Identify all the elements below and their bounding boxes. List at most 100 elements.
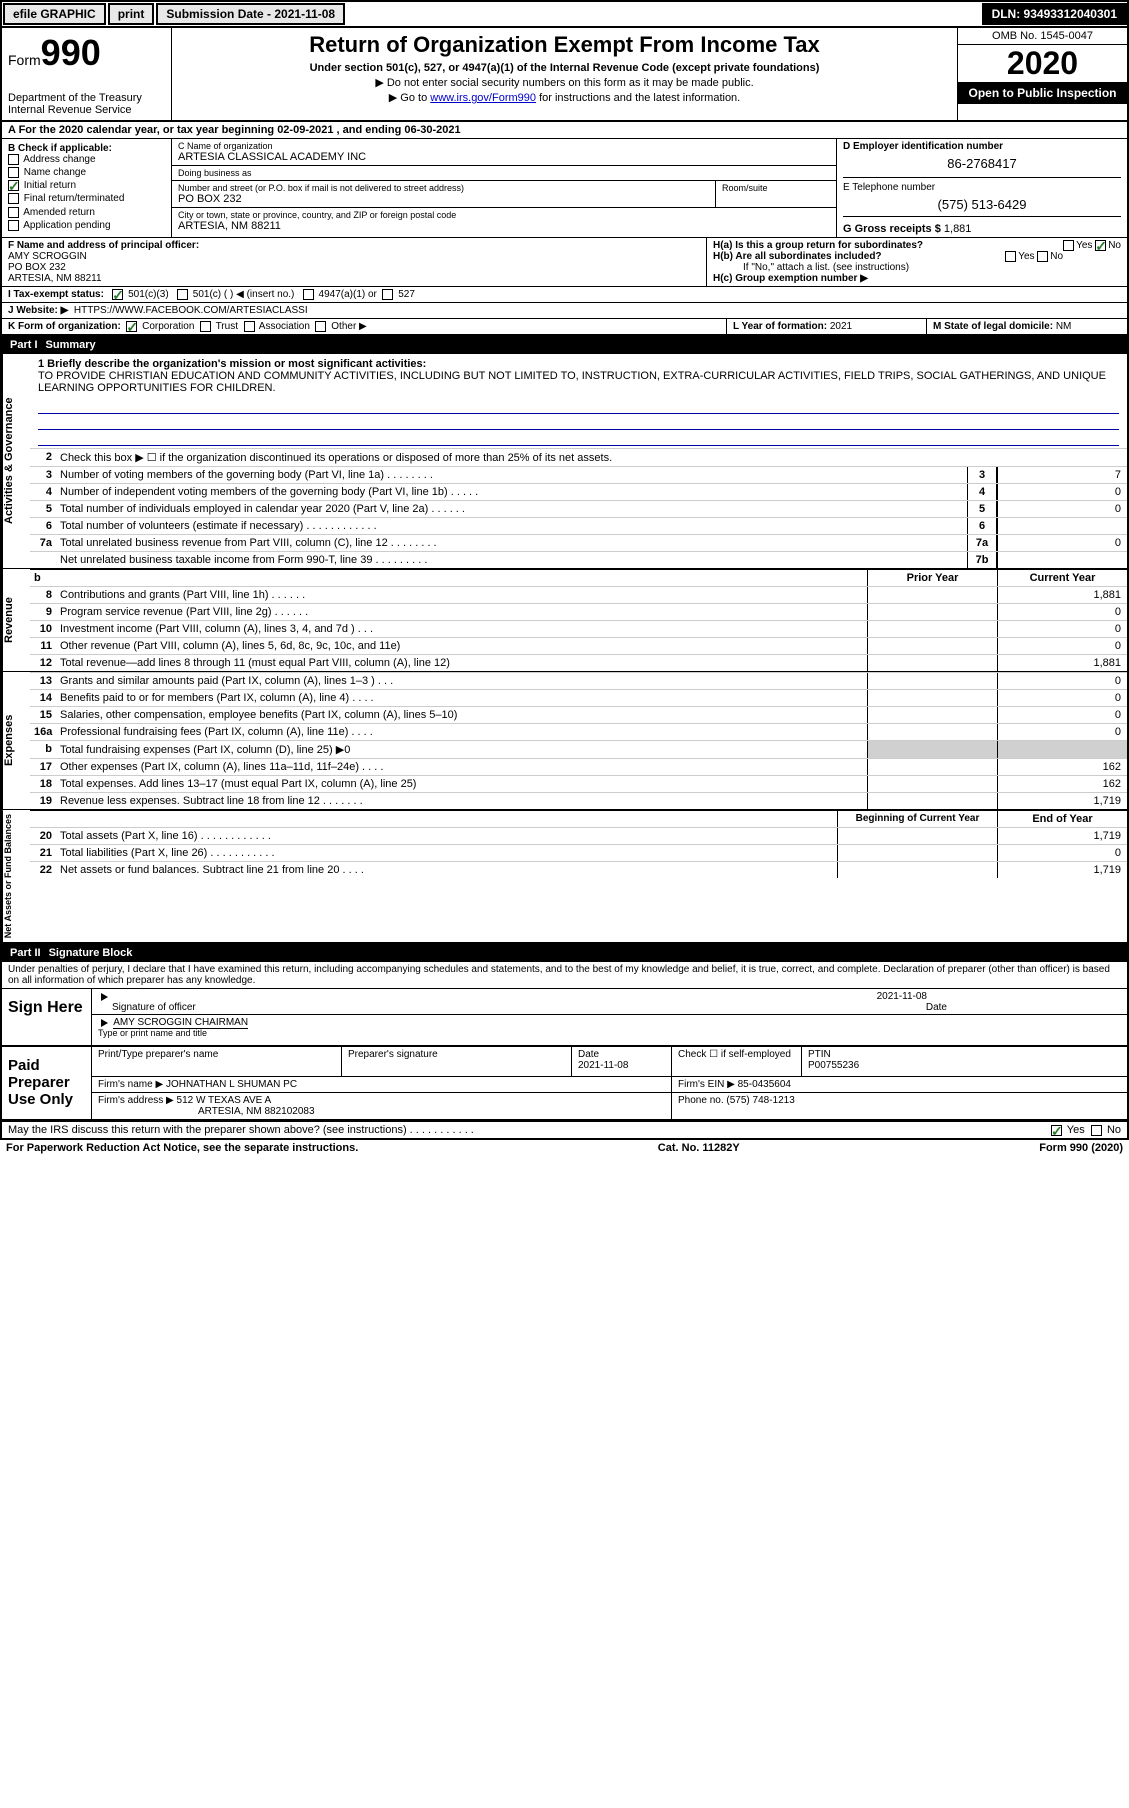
efile-button[interactable]: efile GRAPHIC — [3, 3, 106, 25]
sidebar-revenue: Revenue — [2, 569, 30, 671]
chk-address-change[interactable]: Address change — [8, 154, 165, 165]
print-button[interactable]: print — [108, 3, 155, 25]
hc-label: H(c) Group exemption number ▶ — [713, 273, 1121, 284]
table-row: 21Total liabilities (Part X, line 26) . … — [30, 844, 1127, 861]
officer-name: AMY SCROGGIN — [8, 251, 700, 262]
self-employed-check[interactable]: Check ☐ if self-employed — [672, 1047, 802, 1076]
firm-addr2: ARTESIA, NM 882102083 — [98, 1106, 315, 1117]
form-ref: Form 990 (2020) — [1039, 1142, 1123, 1154]
yes-label: Yes — [1076, 240, 1092, 251]
ein-label: D Employer identification number — [843, 141, 1121, 152]
table-row: 7aTotal unrelated business revenue from … — [30, 534, 1127, 551]
no-label: No — [1108, 240, 1121, 251]
chk-527[interactable] — [382, 289, 393, 300]
form-number-box: Form990 Department of the Treasury Inter… — [2, 28, 172, 120]
opt-label: Corporation — [142, 321, 194, 332]
line2-text: Check this box ▶ ☐ if the organization d… — [56, 449, 1127, 466]
paid-preparer-label: Paid Preparer Use Only — [2, 1047, 92, 1119]
section-i: I Tax-exempt status: 501(c)(3) 501(c) ( … — [2, 287, 1127, 302]
header-right: OMB No. 1545-0047 2020 Open to Public In… — [957, 28, 1127, 120]
section-k: K Form of organization: Corporation Trus… — [2, 319, 727, 334]
section-d-e-g: D Employer identification number 86-2768… — [837, 139, 1127, 237]
chk-corp[interactable] — [126, 321, 137, 332]
chk-name-change[interactable]: Name change — [8, 167, 165, 178]
opt-label: 501(c) ( ) ◀ (insert no.) — [193, 289, 295, 300]
ha-yes-check[interactable] — [1063, 240, 1074, 251]
hb-yes-check[interactable] — [1005, 251, 1016, 262]
chk-label: Final return/terminated — [24, 194, 125, 205]
chk-app-pending[interactable]: Application pending — [8, 220, 165, 231]
sig-officer-label: Signature of officer — [112, 1002, 196, 1013]
city-label: City or town, state or province, country… — [178, 210, 830, 220]
penalties-text: Under penalties of perjury, I declare th… — [0, 962, 1129, 988]
footer: For Paperwork Reduction Act Notice, see … — [0, 1140, 1129, 1156]
preparer-block: Paid Preparer Use Only Print/Type prepar… — [0, 1047, 1129, 1121]
form-note1: ▶ Do not enter social security numbers o… — [182, 76, 947, 89]
hb-no-check[interactable] — [1037, 251, 1048, 262]
city-value: ARTESIA, NM 88211 — [178, 220, 830, 232]
arrow-icon — [101, 993, 108, 1001]
chk-4947[interactable] — [303, 289, 314, 300]
year-formation-value: 2021 — [830, 321, 852, 332]
ptin-label: PTIN — [808, 1049, 1121, 1060]
chk-501c[interactable] — [177, 289, 188, 300]
omb-number: OMB No. 1545-0047 — [958, 28, 1127, 45]
prep-name-label: Print/Type preparer's name — [98, 1049, 335, 1060]
sign-block: Sign Here Signature of officer 2021-11-0… — [0, 988, 1129, 1047]
chk-label: Amended return — [23, 207, 95, 218]
governance-section: Activities & Governance 1 Briefly descri… — [0, 354, 1129, 569]
k-l-m-row: K Form of organization: Corporation Trus… — [0, 318, 1129, 336]
table-row: 15Salaries, other compensation, employee… — [30, 706, 1127, 723]
chk-label: Name change — [24, 167, 86, 178]
chk-amended[interactable]: Amended return — [8, 207, 165, 218]
table-row: 3Number of voting members of the governi… — [30, 466, 1127, 483]
discuss-yes-check[interactable] — [1051, 1125, 1062, 1136]
sign-here-label: Sign Here — [2, 989, 92, 1045]
section-b-label: B Check if applicable: — [8, 143, 112, 154]
i-row: I Tax-exempt status: 501(c)(3) 501(c) ( … — [0, 286, 1129, 302]
inspection-badge: Open to Public Inspection — [958, 82, 1127, 104]
prep-sig-label: Preparer's signature — [348, 1049, 565, 1060]
chk-assoc[interactable] — [244, 321, 255, 332]
chk-other[interactable] — [315, 321, 326, 332]
form-label: Form — [8, 52, 41, 68]
revenue-header: b Prior Year Current Year — [30, 569, 1127, 586]
table-row: 19Revenue less expenses. Subtract line 1… — [30, 792, 1127, 809]
line-b: b — [30, 570, 56, 586]
part1-title: Summary — [46, 339, 96, 351]
f-h-row: F Name and address of principal officer:… — [0, 237, 1129, 286]
note2-pre: ▶ Go to — [389, 92, 430, 104]
no-label: No — [1107, 1124, 1121, 1136]
opt-label: 501(c)(3) — [128, 289, 169, 300]
gross-label: G Gross receipts $ — [843, 223, 944, 235]
table-row: 20Total assets (Part X, line 16) . . . .… — [30, 827, 1127, 844]
firm-phone-label: Phone no. — [678, 1095, 724, 1106]
expenses-section: Expenses 13Grants and similar amounts pa… — [0, 672, 1129, 810]
chk-trust[interactable] — [200, 321, 211, 332]
blank-line — [38, 432, 1119, 446]
ha-no-check[interactable] — [1095, 240, 1106, 251]
table-row: bTotal fundraising expenses (Part IX, co… — [30, 740, 1127, 758]
form-org-label: K Form of organization: — [8, 321, 121, 332]
opt-label: Trust — [216, 321, 238, 332]
prior-year-header: Prior Year — [867, 570, 997, 586]
irs-link[interactable]: www.irs.gov/Form990 — [430, 92, 536, 104]
revenue-section: Revenue b Prior Year Current Year 8Contr… — [0, 569, 1129, 672]
table-row: 9Program service revenue (Part VIII, lin… — [30, 603, 1127, 620]
table-row: 8Contributions and grants (Part VIII, li… — [30, 586, 1127, 603]
chk-final-return[interactable]: Final return/terminated — [8, 193, 165, 204]
opt-label: 527 — [398, 289, 415, 300]
ein-value: 86-2768417 — [843, 156, 1121, 171]
domicile-label: M State of legal domicile: — [933, 321, 1056, 332]
form-header: Form990 Department of the Treasury Inter… — [0, 28, 1129, 120]
table-row: 4Number of independent voting members of… — [30, 483, 1127, 500]
domicile-value: NM — [1056, 321, 1072, 332]
chk-initial-return[interactable]: Initial return — [8, 180, 165, 191]
pra-notice: For Paperwork Reduction Act Notice, see … — [6, 1142, 358, 1154]
chk-501c3[interactable] — [112, 289, 123, 300]
submission-date-button[interactable]: Submission Date - 2021-11-08 — [156, 3, 345, 25]
revenue-content: b Prior Year Current Year 8Contributions… — [30, 569, 1127, 671]
discuss-no-check[interactable] — [1091, 1125, 1102, 1136]
table-row: 12Total revenue—add lines 8 through 11 (… — [30, 654, 1127, 671]
table-row: 6Total number of volunteers (estimate if… — [30, 517, 1127, 534]
